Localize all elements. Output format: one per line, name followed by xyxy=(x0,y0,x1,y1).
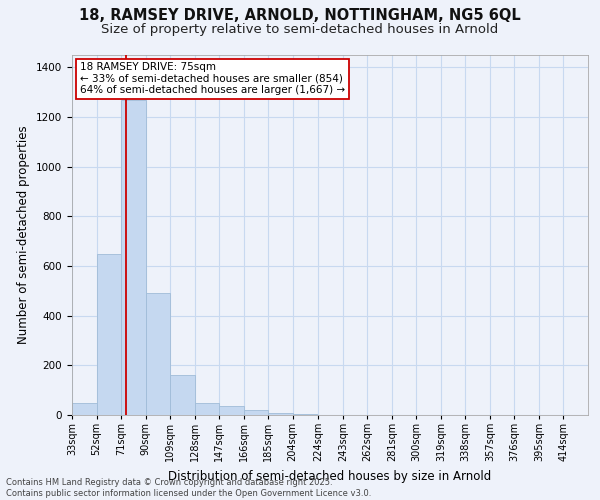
Bar xyxy=(170,376,194,415)
Text: Contains HM Land Registry data © Crown copyright and database right 2025.
Contai: Contains HM Land Registry data © Crown c… xyxy=(6,478,371,498)
Bar xyxy=(97,254,121,415)
Bar xyxy=(268,412,293,415)
X-axis label: Distribution of semi-detached houses by size in Arnold: Distribution of semi-detached houses by … xyxy=(169,470,491,482)
Text: 18, RAMSEY DRIVE, ARNOLD, NOTTINGHAM, NG5 6QL: 18, RAMSEY DRIVE, ARNOLD, NOTTINGHAM, NG… xyxy=(79,8,521,22)
Text: 18 RAMSEY DRIVE: 75sqm
← 33% of semi-detached houses are smaller (854)
64% of se: 18 RAMSEY DRIVE: 75sqm ← 33% of semi-det… xyxy=(80,62,345,96)
Bar xyxy=(219,406,244,415)
Bar xyxy=(146,294,170,415)
Bar xyxy=(121,100,146,415)
Text: Size of property relative to semi-detached houses in Arnold: Size of property relative to semi-detach… xyxy=(101,22,499,36)
Bar xyxy=(194,402,219,415)
Y-axis label: Number of semi-detached properties: Number of semi-detached properties xyxy=(17,126,31,344)
Bar xyxy=(293,414,317,415)
Bar xyxy=(244,410,268,415)
Bar xyxy=(72,402,97,415)
